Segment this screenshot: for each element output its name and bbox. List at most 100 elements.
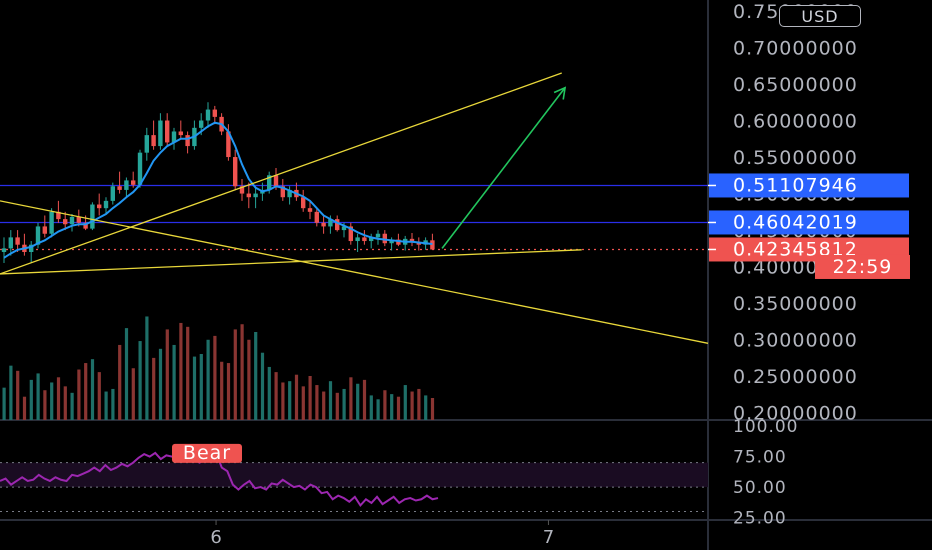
- volume-bar: [131, 368, 135, 420]
- candle-body: [253, 193, 258, 198]
- candle-body: [63, 219, 68, 225]
- price-tick-label: 0.70000000: [733, 37, 858, 59]
- bear-label-text: Bear: [183, 442, 231, 464]
- volume-bar: [376, 399, 380, 420]
- candle-body: [226, 131, 231, 158]
- volume-bar: [417, 388, 421, 420]
- candle-body: [205, 109, 211, 121]
- volume-bar: [199, 354, 203, 420]
- candle-body: [90, 204, 95, 229]
- candle-body: [267, 175, 272, 190]
- volume-bar: [260, 352, 265, 420]
- candle-body: [355, 237, 360, 242]
- price-tick-label: 0.65000000: [733, 74, 858, 96]
- candle-body: [144, 135, 149, 153]
- candle-body: [178, 131, 183, 136]
- volume-bar: [50, 382, 54, 420]
- rsi-tick-label: 75.00: [733, 448, 787, 468]
- time-tick-label: 7: [543, 527, 554, 548]
- time-tick-label: 6: [210, 527, 221, 548]
- volume-bar: [138, 341, 142, 420]
- price-tick-label: 0.25000000: [733, 366, 858, 388]
- volume-bar: [335, 392, 339, 420]
- candle-body: [131, 180, 136, 185]
- moving-average-line: [3, 121, 433, 259]
- volume-bar: [274, 372, 278, 420]
- projection-arrow: [441, 87, 566, 249]
- candle-body: [389, 239, 394, 244]
- volume-bar: [226, 363, 231, 420]
- candle-body: [35, 226, 41, 245]
- candle-body: [212, 109, 217, 117]
- candle-body: [124, 180, 129, 190]
- volume-bar: [90, 359, 95, 420]
- volume-bar: [70, 392, 74, 420]
- volume-bar: [247, 339, 251, 420]
- candle-body: [103, 200, 109, 209]
- candle-body: [314, 211, 319, 223]
- candle-body: [83, 222, 88, 229]
- volume-bar: [36, 373, 40, 420]
- volume-bar: [328, 381, 333, 420]
- price-tag-text: 0.46042019: [733, 211, 858, 233]
- volume-bar: [322, 391, 326, 420]
- candle-body: [42, 226, 47, 234]
- volume-bar: [172, 344, 176, 420]
- volume-bar: [362, 379, 367, 420]
- trend-line: [0, 72, 562, 275]
- trend-line: [0, 249, 582, 275]
- candle-body: [409, 238, 415, 243]
- candle-body: [416, 242, 421, 245]
- candle-body: [273, 175, 279, 187]
- arrow-head: [553, 86, 567, 100]
- candle-body: [307, 208, 313, 212]
- volume-bar: [220, 361, 224, 420]
- currency-button[interactable]: USD: [779, 5, 861, 27]
- price-tick-label: 0.55000000: [733, 147, 858, 169]
- price-tick-label: 0.35000000: [733, 293, 858, 315]
- volume-bar: [104, 391, 108, 420]
- volume-bar: [390, 394, 394, 420]
- bear-label-box: [172, 443, 242, 463]
- candle-body: [396, 239, 401, 245]
- candle-body: [246, 193, 251, 198]
- candle-body: [280, 186, 285, 198]
- volume-bar: [22, 396, 27, 420]
- volume-bar: [213, 335, 217, 420]
- candle-body: [239, 186, 245, 194]
- candle-body: [29, 244, 34, 252]
- volume-bar: [240, 324, 244, 420]
- volume-bar: [403, 385, 407, 420]
- candle-body: [185, 135, 190, 147]
- price-tag: [709, 210, 909, 235]
- volume-bar: [118, 344, 122, 420]
- candle-body: [158, 120, 163, 147]
- volume-bar: [124, 328, 129, 420]
- volume-bar: [179, 322, 183, 420]
- volume-bar: [356, 383, 360, 420]
- candle-body: [69, 216, 75, 225]
- volume-bar: [267, 366, 271, 420]
- candle-body: [348, 226, 353, 242]
- candle-body: [56, 211, 61, 220]
- trend-line: [0, 200, 709, 344]
- volume-bar: [424, 395, 428, 420]
- price-tag-text: 0.51107946: [733, 174, 858, 196]
- volume-bar: [233, 329, 237, 420]
- volume-bar: [56, 377, 61, 420]
- rsi-tick-label: 100.00: [733, 417, 798, 437]
- volume-bar: [288, 381, 292, 420]
- candle-body: [97, 204, 102, 209]
- volume-bar: [396, 396, 401, 420]
- candle-body: [76, 216, 81, 223]
- candle-body: [328, 219, 333, 227]
- candle-body: [137, 152, 143, 185]
- volume-bar: [308, 376, 312, 420]
- candle-body: [199, 120, 204, 128]
- price-tag: [709, 173, 909, 198]
- volume-bar: [206, 339, 210, 420]
- candle-body: [15, 237, 20, 245]
- candle-body: [110, 186, 115, 201]
